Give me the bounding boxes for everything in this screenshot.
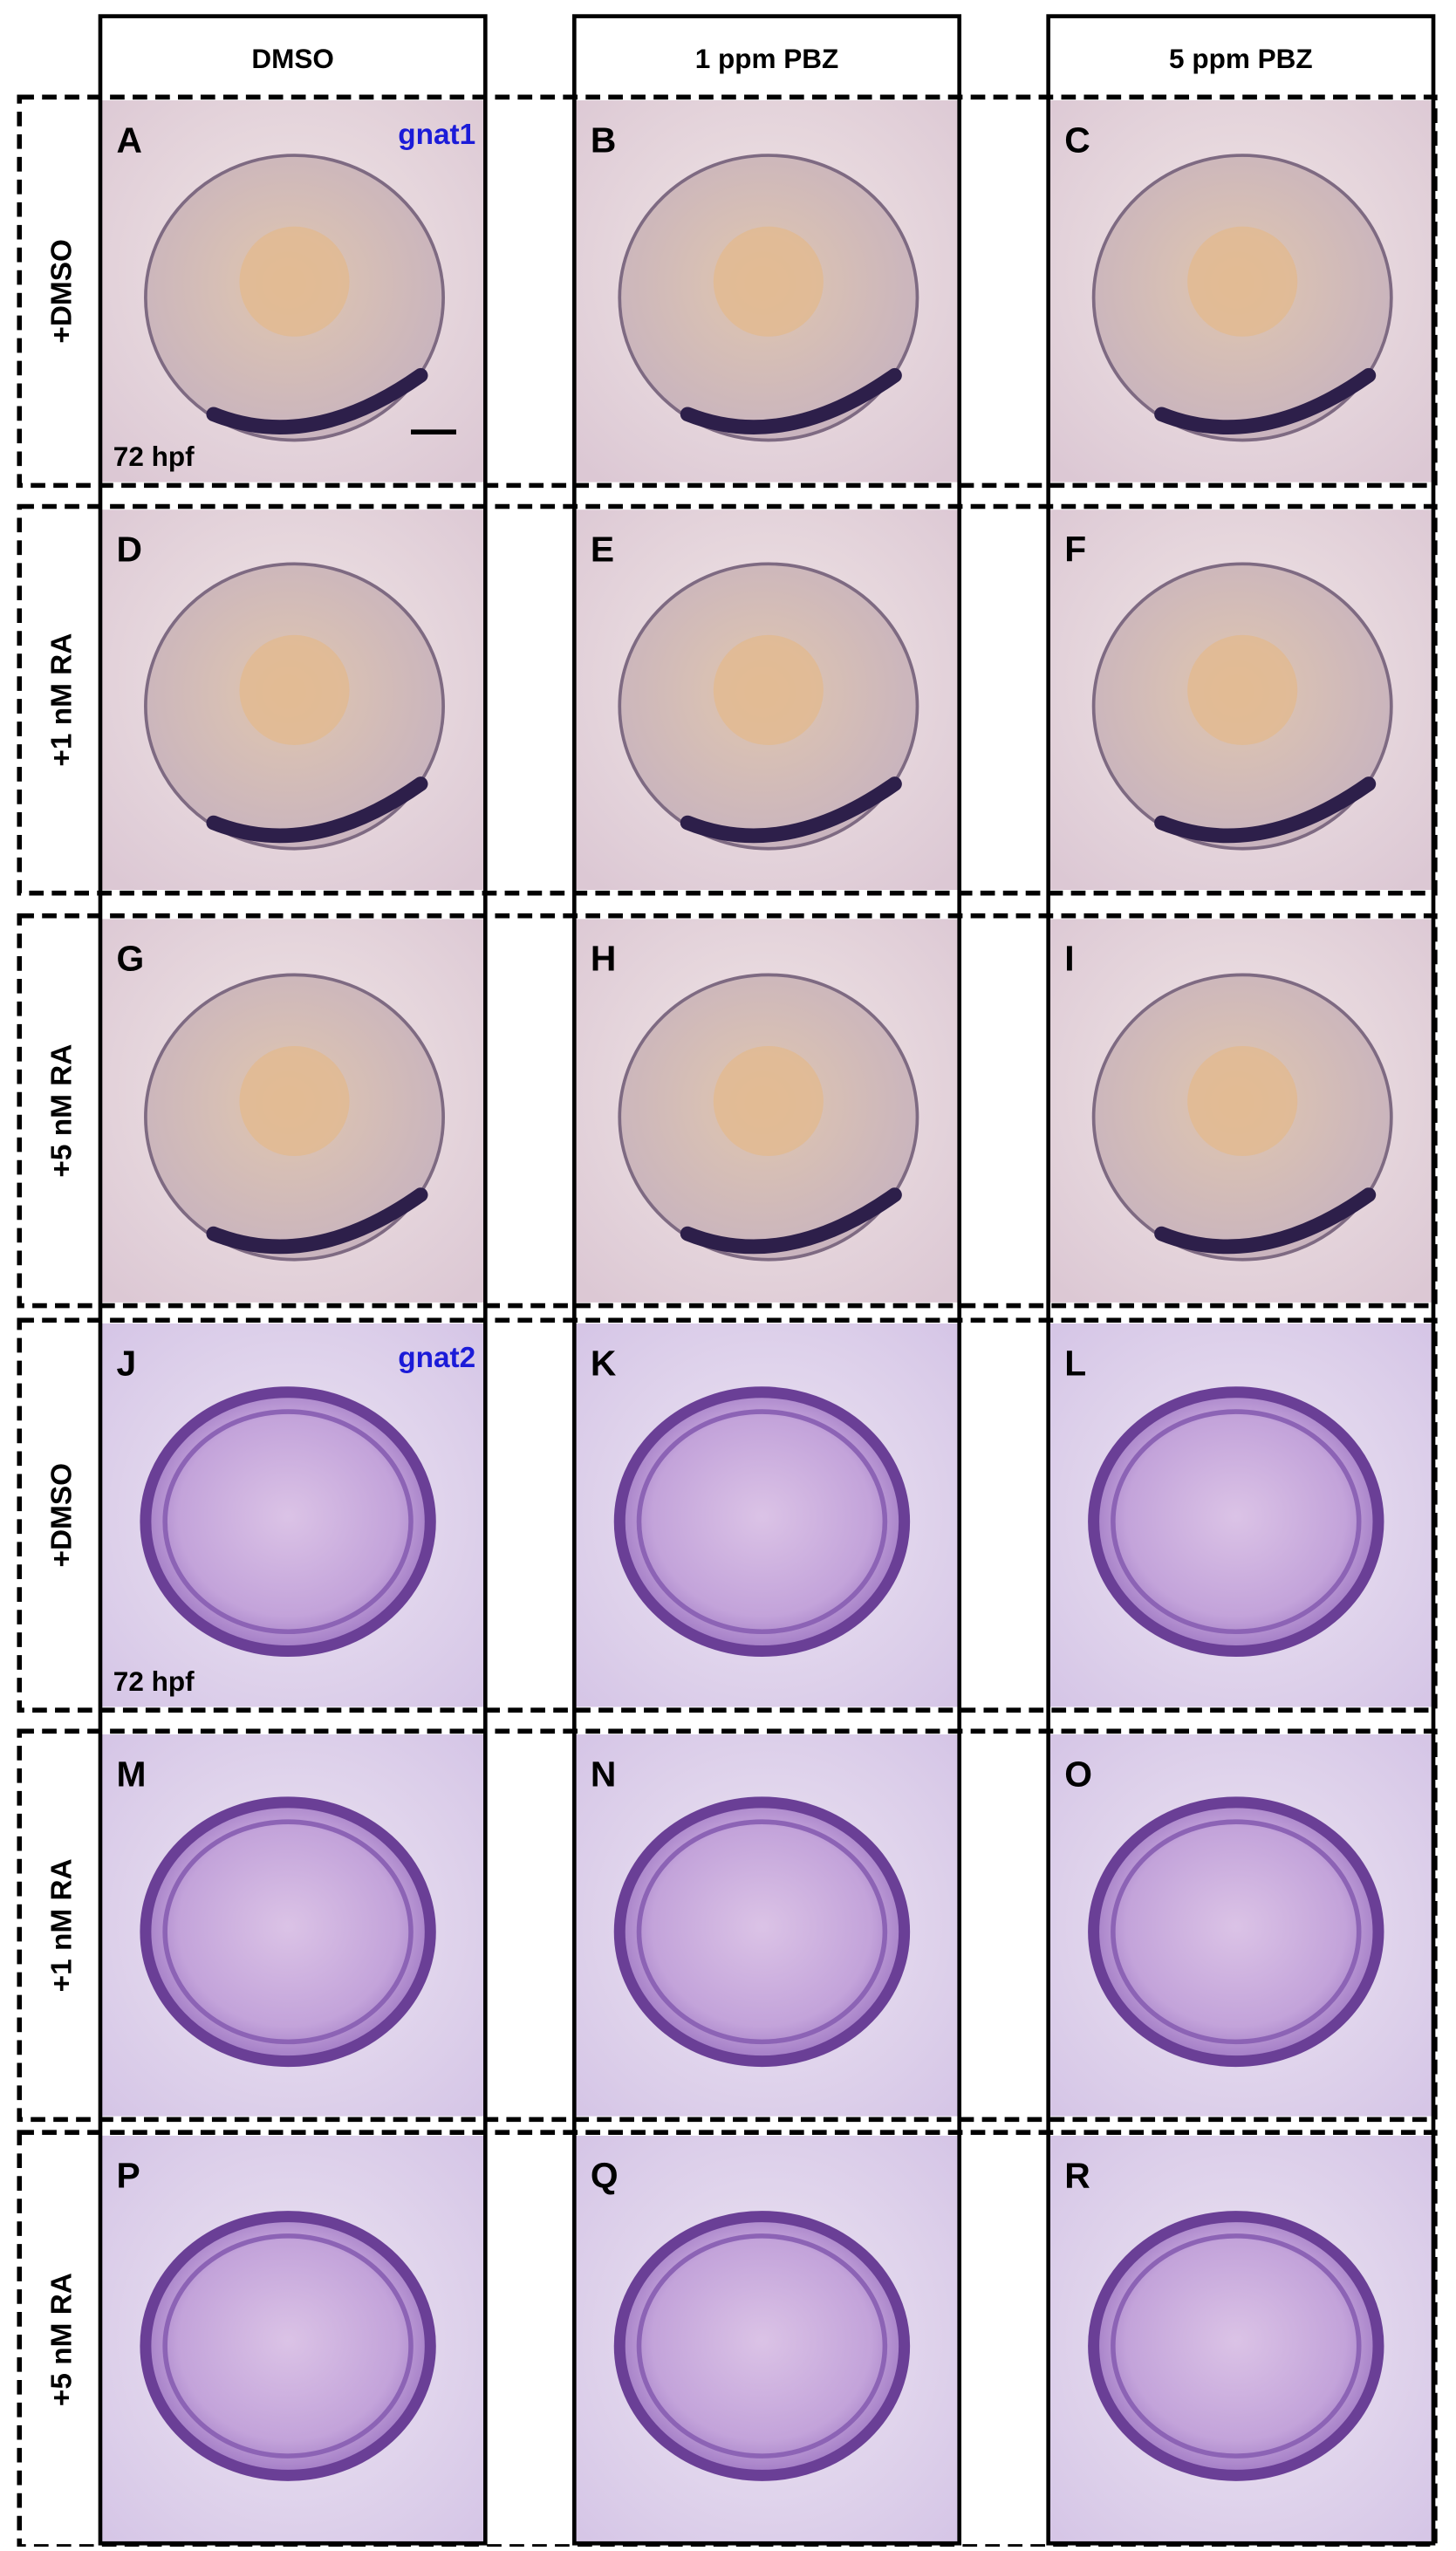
column-box xyxy=(98,14,488,2546)
panel-letter: L xyxy=(1064,1343,1086,1383)
eye xyxy=(1088,2211,1384,2481)
panel-letter: P xyxy=(117,2155,140,2195)
panel-letter: E xyxy=(591,530,614,570)
eye-rim xyxy=(162,1409,414,1635)
eye xyxy=(140,2211,436,2481)
eye-rim xyxy=(636,1819,888,2045)
photoreceptor-stain xyxy=(680,1187,902,1255)
panel xyxy=(1048,919,1434,1303)
panel-letter: K xyxy=(591,1343,617,1383)
panel xyxy=(99,1323,486,1707)
panel xyxy=(574,100,960,482)
photoreceptor-stain xyxy=(206,776,428,844)
panel xyxy=(574,510,960,890)
row-label: +DMSO xyxy=(46,1463,79,1568)
eye xyxy=(140,1796,436,2068)
panel xyxy=(1048,1323,1434,1707)
panel-letter: Q xyxy=(591,2155,619,2195)
lens xyxy=(239,226,350,337)
panel xyxy=(574,919,960,1303)
photoreceptor-stain xyxy=(680,776,902,844)
eye-rim xyxy=(1111,1819,1362,2045)
gene-label: gnat1 xyxy=(398,119,475,151)
lens xyxy=(713,1045,824,1157)
row-label: +1 nM RA xyxy=(46,633,79,767)
panel-letter: H xyxy=(591,939,616,979)
panel-letter: A xyxy=(117,120,142,160)
lens xyxy=(713,634,824,746)
panel xyxy=(99,2135,486,2544)
panel xyxy=(1048,2135,1434,2544)
photoreceptor-stain xyxy=(1154,776,1377,844)
row-label: +5 nM RA xyxy=(46,1044,79,1178)
panel-letter: R xyxy=(1064,2155,1090,2195)
eye-rim xyxy=(162,2233,414,2459)
panel-letter: F xyxy=(1064,530,1086,570)
panel xyxy=(574,1734,960,2117)
panel-letter: I xyxy=(1064,939,1074,979)
panel xyxy=(99,1734,486,2117)
eye-rim xyxy=(162,1819,414,2045)
column-box xyxy=(1046,14,1436,2546)
row-label: +5 nM RA xyxy=(46,2273,79,2406)
eye xyxy=(613,2211,911,2481)
stage-label: 72 hpf xyxy=(113,441,195,472)
lens xyxy=(1187,226,1298,337)
photoreceptor-stain xyxy=(1154,1187,1377,1255)
panel xyxy=(99,919,486,1303)
panel-letter: C xyxy=(1064,120,1090,160)
eye xyxy=(613,1386,911,1658)
panel xyxy=(99,100,486,482)
row-label: +1 nM RA xyxy=(46,1858,79,1992)
lens xyxy=(239,1045,350,1157)
eye xyxy=(140,1386,436,1658)
photoreceptor-stain xyxy=(680,367,902,434)
eye-rim xyxy=(636,1409,888,1635)
lens xyxy=(1187,1045,1298,1157)
panel xyxy=(1048,100,1434,482)
panel-letter: G xyxy=(117,939,145,979)
eye xyxy=(613,1796,911,2068)
panel-letter: B xyxy=(591,120,616,160)
panel xyxy=(1048,510,1434,890)
column-header: DMSO xyxy=(251,43,334,74)
gene-label: gnat2 xyxy=(398,1342,475,1374)
panel-letter: O xyxy=(1064,1754,1092,1794)
panel-letter: J xyxy=(117,1343,137,1383)
panel xyxy=(99,510,486,890)
panel xyxy=(574,1323,960,1707)
panel-letter: D xyxy=(117,530,142,570)
panel xyxy=(1048,1734,1434,2117)
eye xyxy=(1088,1796,1384,2068)
lens xyxy=(713,226,824,337)
lens xyxy=(239,634,350,746)
eye-rim xyxy=(1111,1409,1362,1635)
panel xyxy=(574,2135,960,2544)
photoreceptor-stain xyxy=(1154,367,1377,434)
eye-rim xyxy=(1111,2233,1362,2459)
panel-letter: N xyxy=(591,1754,616,1794)
row-label: +DMSO xyxy=(46,239,79,344)
panel-letter: M xyxy=(117,1754,147,1794)
photoreceptor-stain xyxy=(206,367,428,434)
photoreceptor-stain xyxy=(206,1187,428,1255)
eye xyxy=(1088,1386,1384,1658)
column-header: 1 ppm PBZ xyxy=(695,43,839,74)
eye-rim xyxy=(636,2233,888,2459)
stage-label: 72 hpf xyxy=(113,1665,195,1697)
column-box xyxy=(572,14,962,2546)
lens xyxy=(1187,634,1298,746)
column-header: 5 ppm PBZ xyxy=(1169,43,1313,74)
